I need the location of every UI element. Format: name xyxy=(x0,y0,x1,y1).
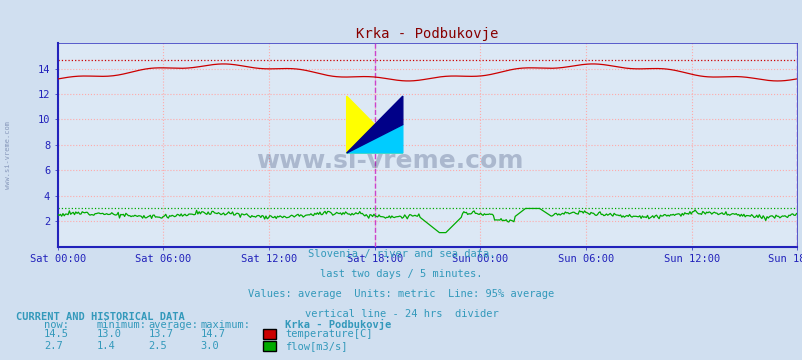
Text: 13.7: 13.7 xyxy=(148,329,173,339)
Text: Slovenia / river and sea data.: Slovenia / river and sea data. xyxy=(307,249,495,260)
Polygon shape xyxy=(346,96,403,153)
Text: now:: now: xyxy=(44,320,69,330)
Text: maximum:: maximum: xyxy=(200,320,250,330)
Text: www.si-vreme.com: www.si-vreme.com xyxy=(5,121,11,189)
Text: 13.0: 13.0 xyxy=(96,329,121,339)
Text: 14.5: 14.5 xyxy=(44,329,69,339)
Text: Values: average  Units: metric  Line: 95% average: Values: average Units: metric Line: 95% … xyxy=(248,289,554,299)
Text: 2.7: 2.7 xyxy=(44,341,63,351)
Text: 14.7: 14.7 xyxy=(200,329,225,339)
Polygon shape xyxy=(346,125,403,153)
Text: www.si-vreme.com: www.si-vreme.com xyxy=(256,149,524,173)
Text: CURRENT AND HISTORICAL DATA: CURRENT AND HISTORICAL DATA xyxy=(16,312,184,322)
Text: last two days / 5 minutes.: last two days / 5 minutes. xyxy=(320,269,482,279)
Text: average:: average: xyxy=(148,320,198,330)
Title: Krka - Podbukovje: Krka - Podbukovje xyxy=(355,27,498,41)
Text: flow[m3/s]: flow[m3/s] xyxy=(285,341,347,351)
Text: 3.0: 3.0 xyxy=(200,341,219,351)
Text: minimum:: minimum: xyxy=(96,320,146,330)
Text: vertical line - 24 hrs  divider: vertical line - 24 hrs divider xyxy=(304,309,498,319)
Text: Krka - Podbukovje: Krka - Podbukovje xyxy=(285,319,391,330)
Text: temperature[C]: temperature[C] xyxy=(285,329,372,339)
Polygon shape xyxy=(346,96,403,153)
Text: 1.4: 1.4 xyxy=(96,341,115,351)
Text: 2.5: 2.5 xyxy=(148,341,167,351)
